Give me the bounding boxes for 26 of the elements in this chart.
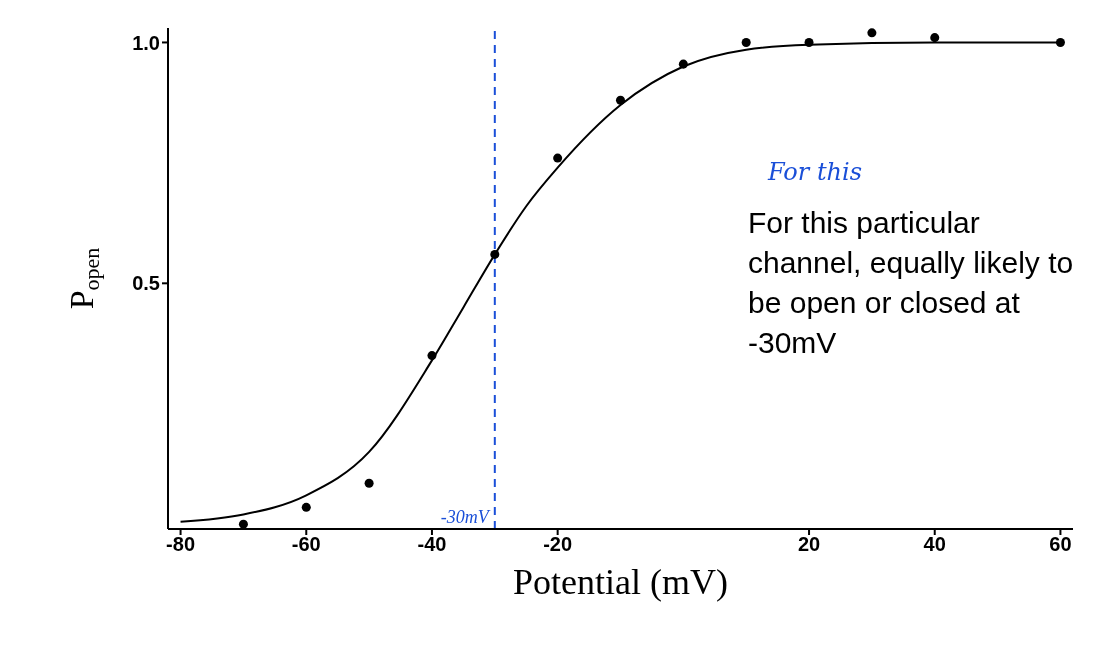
point [301, 502, 311, 512]
x-tick-label: 40 [923, 533, 946, 556]
ref-line-label: -30mV [440, 507, 491, 527]
x-tick-label: -60 [291, 533, 321, 556]
annotation: For this particular channel, equally likely to be open or closed at -30mV [748, 205, 1075, 361]
y-tick-label: 1.0 [132, 31, 160, 54]
point [553, 153, 563, 163]
x-tick-label: -80 [166, 533, 196, 556]
point [238, 519, 248, 529]
point [1055, 37, 1065, 47]
annotation: For this [768, 158, 862, 186]
point [427, 351, 437, 361]
point [615, 95, 626, 105]
point [678, 59, 688, 69]
point [741, 37, 751, 47]
point [867, 28, 877, 38]
x-tick-label: -40 [417, 533, 447, 556]
point [930, 33, 940, 43]
x-tick-label: -20 [543, 533, 573, 556]
x-tick-label: 60 [1049, 533, 1072, 556]
x-tick-label: 20 [797, 533, 821, 556]
y-tick-label: 0.5 [132, 272, 160, 295]
point [490, 249, 500, 259]
x-axis-title: Potential (mV) [513, 562, 728, 602]
point [364, 478, 374, 488]
point [804, 37, 814, 47]
